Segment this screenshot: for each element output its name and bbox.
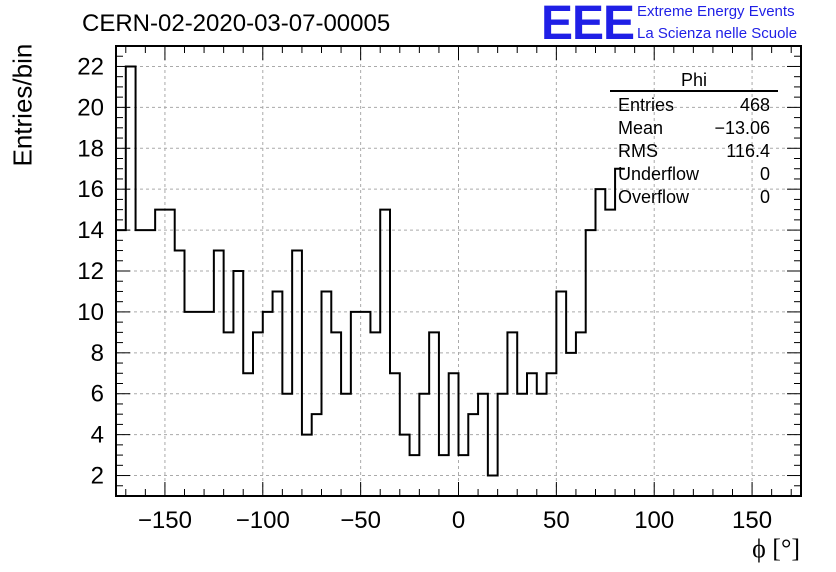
stats-label: RMS [618,141,658,161]
y-tick-label: 8 [91,340,104,367]
y-tick-label: 16 [77,176,104,203]
logo-text-line1: Extreme Energy Events [637,3,795,20]
logo-text-line2: La Scienza nelle Scuole [637,25,798,42]
y-tick-label: 2 [91,463,104,490]
stats-label: Underflow [618,164,700,184]
stats-label: Mean [618,118,664,138]
stats-value: 0 [759,187,770,207]
y-tick-label: 14 [77,217,104,244]
stats-row-rms: RMS 116.4 [610,140,778,163]
x-tick-label: −100 [236,507,290,534]
y-tick-label: 20 [77,94,104,121]
y-tick-label: 4 [91,422,104,449]
stats-title: Phi [610,70,778,92]
eee-logo: EEE [541,0,635,50]
stats-row-mean: Mean −13.06 [610,117,778,140]
x-tick-label: 100 [634,507,674,534]
stats-box: Phi Entries 468 Mean −13.06 RMS 116.4 Under… [610,70,778,209]
chart-title: CERN-02-2020-03-07-00005 [82,10,391,37]
x-tick-label: 0 [452,507,465,534]
stats-value: −13.06 [714,118,770,138]
y-tick-label: 12 [77,258,104,285]
y-tick-label: 10 [77,299,104,326]
x-tick-label: −150 [138,507,192,534]
y-tick-label: 22 [77,53,104,80]
histogram-step-line [116,65,625,477]
stats-value: 116.4 [726,141,770,161]
x-tick-label: 50 [543,507,570,534]
x-tick-label: 150 [732,507,772,534]
stats-label: Entries [618,95,675,115]
x-axis-label: ϕ [°] [752,534,800,563]
y-tick-label: 6 [91,381,104,408]
stats-row-underflow: Underflow 0 [610,163,778,186]
y-tick-label: 18 [77,135,104,162]
stats-label: Overflow [618,187,690,207]
stats-row-overflow: Overflow 0 [610,186,778,209]
stats-value: 0 [759,164,770,184]
stats-value: 468 [739,95,770,115]
stats-row-entries: Entries 468 [610,94,778,117]
x-tick-label: −50 [340,507,381,534]
